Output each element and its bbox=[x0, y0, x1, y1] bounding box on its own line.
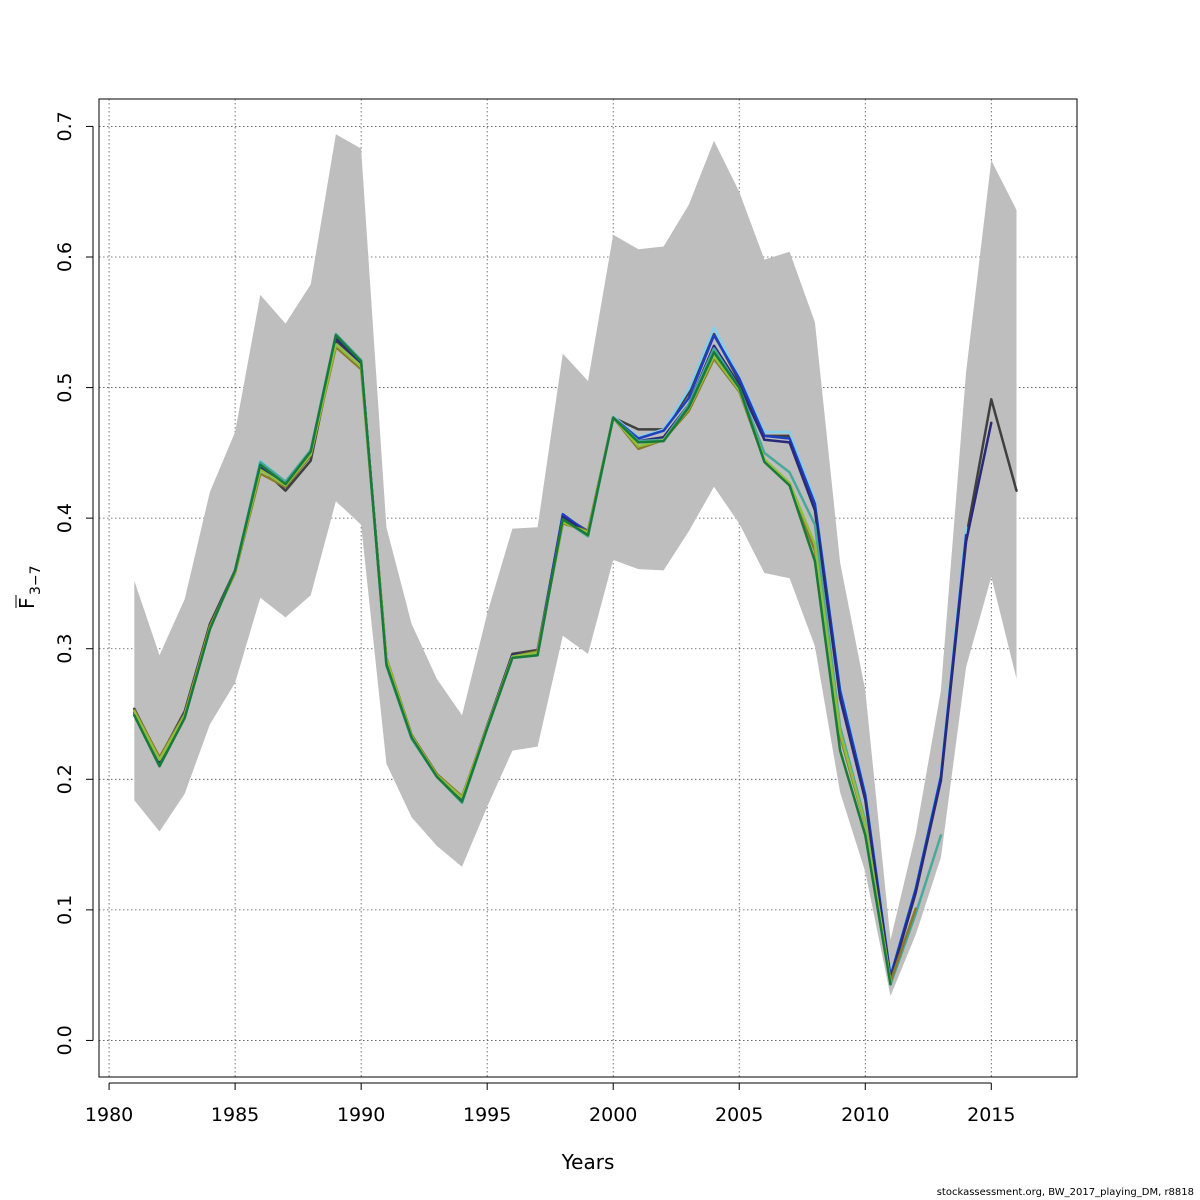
confidence-band-area bbox=[134, 134, 1017, 997]
x-tick-label: 2000 bbox=[589, 1104, 637, 1126]
series-lines bbox=[133, 326, 1018, 986]
y-tick-label: 0.7 bbox=[54, 111, 76, 141]
y-tick-label: 0.4 bbox=[54, 503, 76, 533]
y-tick-label: 0.0 bbox=[54, 1025, 76, 1055]
y-tick-label: 0.1 bbox=[54, 895, 76, 925]
y-tick-label: 0.5 bbox=[54, 372, 76, 402]
footer-credit: stockassessment.org, BW_2017_playing_DM,… bbox=[936, 1187, 1194, 1198]
x-tick-label: 1990 bbox=[337, 1104, 385, 1126]
x-tick-label: 2010 bbox=[841, 1104, 889, 1126]
confidence-band bbox=[134, 134, 1017, 997]
y-tick-label: 0.6 bbox=[54, 242, 76, 272]
x-tick-label: 1985 bbox=[211, 1104, 259, 1126]
x-tick-label: 2015 bbox=[967, 1104, 1015, 1126]
plot-frame bbox=[98, 98, 1078, 1078]
x-axis-title: Years bbox=[561, 1150, 615, 1174]
x-tick-label: 2005 bbox=[715, 1104, 763, 1126]
series-line-8 bbox=[133, 334, 892, 986]
y-tick-label: 0.2 bbox=[54, 764, 76, 794]
y-axis-title-sub: 3−7 bbox=[28, 565, 44, 595]
y-tick-label: 0.3 bbox=[54, 634, 76, 664]
x-tick-label: 1980 bbox=[85, 1104, 133, 1126]
x-axis: 1980 1985 1990 1995 2000 2005 2010 2015 bbox=[85, 1082, 1015, 1126]
x-tick-label: 1995 bbox=[463, 1104, 511, 1126]
y-axis-title-main: F bbox=[15, 597, 39, 609]
y-axis: 0.0 0.1 0.2 0.3 0.4 0.5 0.6 0.7 bbox=[54, 111, 94, 1056]
y-axis-title: F 3−7 bbox=[15, 565, 44, 609]
